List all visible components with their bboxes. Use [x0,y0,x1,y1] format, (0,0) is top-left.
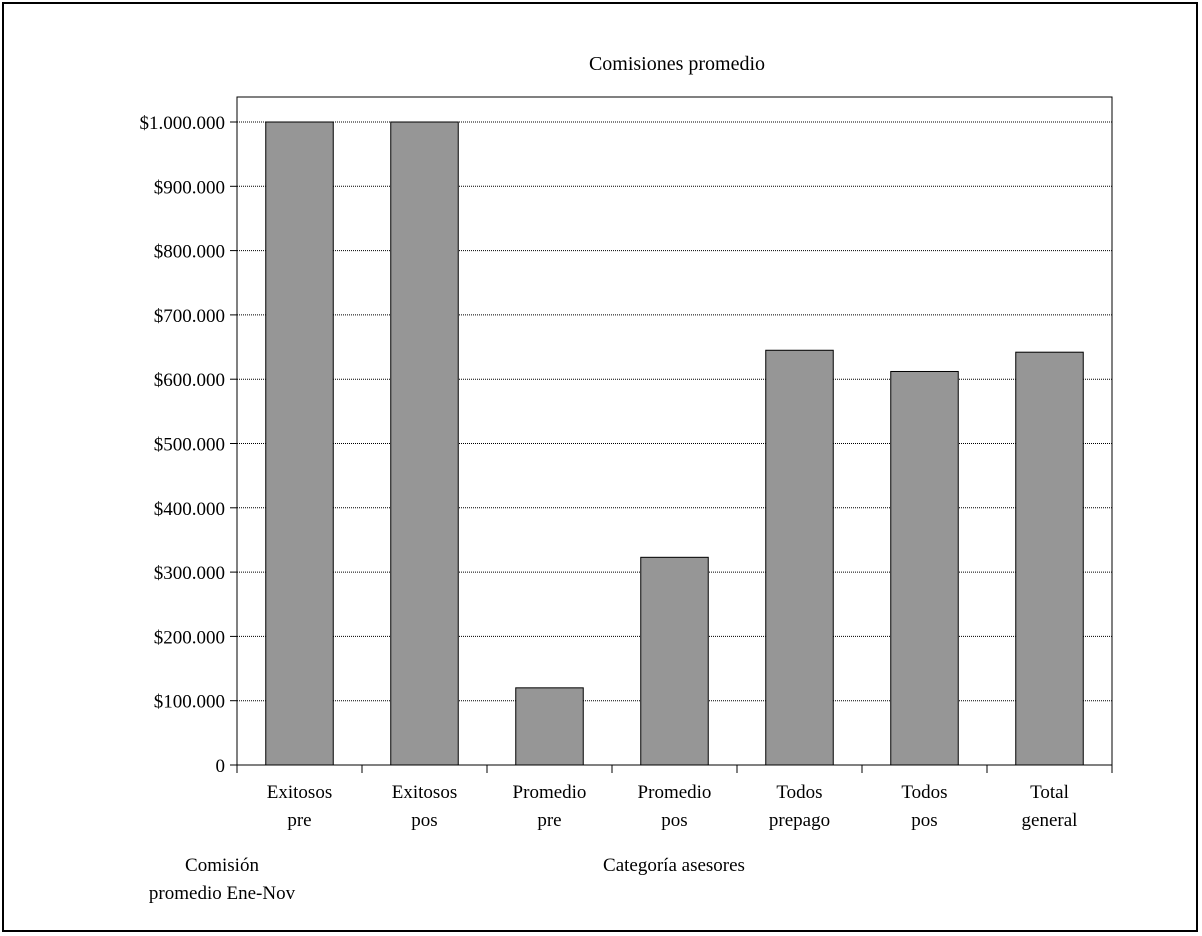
y-tick-label: $1.000.000 [140,113,226,134]
y-tick-label: $900.000 [154,177,225,198]
y-tick-label: $500.000 [154,435,225,456]
x-axis-title: Categoría asesores [603,855,745,876]
y-tick-label: $300.000 [154,563,225,584]
y-tick-label: $600.000 [154,370,225,391]
x-category-label: Exitosos [267,782,332,803]
x-category-label: Total [1030,782,1069,803]
y-tick-label: $400.000 [154,499,225,520]
y-tick-label: $100.000 [154,692,225,713]
chart-title: Comisiones promedio [589,53,765,75]
y-tick-label: $800.000 [154,242,225,263]
y-tick-label: $200.000 [154,627,225,648]
x-category-label: pos [911,810,937,831]
x-category-label: pre [287,810,311,831]
x-category-label: Promedio [638,782,712,803]
x-category-label: Todos [776,782,822,803]
y-axis-title: Comisión promedio Ene-Nov [149,855,296,904]
x-category-label: Exitosos [392,782,457,803]
x-category-label: prepago [769,810,830,831]
x-category-label: Todos [901,782,947,803]
axes [230,121,1113,773]
bar [640,556,709,766]
bar [765,349,834,766]
x-category-label: Promedio [513,782,587,803]
bar [265,121,334,766]
bar [390,121,459,766]
x-category-label: general [1022,810,1078,831]
y-tick-labels: 0 $100.000 $200.000 $300.000 $400.000 $500.00… [140,113,226,777]
y-axis-title-line: promedio Ene-Nov [149,883,296,904]
bar [515,687,584,766]
y-axis-title-line: Comisión [185,855,259,876]
bars [265,121,1084,766]
y-tick-label: $700.000 [154,306,225,327]
bar [1015,351,1084,766]
x-category-labels: Exitosos pre Exitosos pos Promedio pre Promedi… [267,782,1078,831]
x-category-label: pre [537,810,561,831]
bar-chart: Comisiones promedio 0 $100.000 $200.000 $30… [140,53,1113,904]
y-tick-label: 0 [216,756,226,777]
x-category-label: pos [411,810,437,831]
x-category-label: pos [661,810,687,831]
bar [890,370,959,766]
